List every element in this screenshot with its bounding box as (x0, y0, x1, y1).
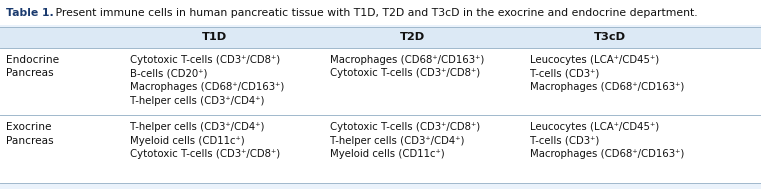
Text: T1D: T1D (202, 33, 228, 43)
Text: T2D: T2D (400, 33, 425, 43)
Text: Macrophages (CD68⁺/CD163⁺): Macrophages (CD68⁺/CD163⁺) (530, 82, 684, 92)
Text: Myeloid cells (CD11c⁺): Myeloid cells (CD11c⁺) (330, 149, 444, 159)
Text: Macrophages (CD68⁺/CD163⁺): Macrophages (CD68⁺/CD163⁺) (530, 149, 684, 159)
Text: T-cells (CD3⁺): T-cells (CD3⁺) (530, 68, 600, 78)
Text: Macrophages (CD68⁺/CD163⁺): Macrophages (CD68⁺/CD163⁺) (130, 82, 285, 92)
Text: T-helper cells (CD3⁺/CD4⁺): T-helper cells (CD3⁺/CD4⁺) (130, 95, 265, 105)
Bar (0, 183, 761, 189)
Text: B-cells (CD20⁺): B-cells (CD20⁺) (130, 68, 208, 78)
Bar (0, 0, 761, 25)
Text: Cytotoxic T-cells (CD3⁺/CD8⁺): Cytotoxic T-cells (CD3⁺/CD8⁺) (330, 122, 480, 132)
Text: Pancreas: Pancreas (6, 136, 53, 146)
Text: Macrophages (CD68⁺/CD163⁺): Macrophages (CD68⁺/CD163⁺) (330, 55, 484, 65)
Text: Pancreas: Pancreas (6, 68, 53, 78)
Text: Cytotoxic T-cells (CD3⁺/CD8⁺): Cytotoxic T-cells (CD3⁺/CD8⁺) (130, 149, 280, 159)
Text: Leucocytes (LCA⁺/CD45⁺): Leucocytes (LCA⁺/CD45⁺) (530, 122, 659, 132)
Text: Endocrine: Endocrine (6, 55, 59, 65)
Text: T3cD: T3cD (594, 33, 626, 43)
Text: T-helper cells (CD3⁺/CD4⁺): T-helper cells (CD3⁺/CD4⁺) (130, 122, 265, 132)
Text: Leucocytes (LCA⁺/CD45⁺): Leucocytes (LCA⁺/CD45⁺) (530, 55, 659, 65)
Text: Cytotoxic T-cells (CD3⁺/CD8⁺): Cytotoxic T-cells (CD3⁺/CD8⁺) (130, 55, 280, 65)
Text: T-helper cells (CD3⁺/CD4⁺): T-helper cells (CD3⁺/CD4⁺) (330, 136, 464, 146)
Text: T-cells (CD3⁺): T-cells (CD3⁺) (530, 136, 600, 146)
Bar (0, 27, 761, 48)
Text: Present immune cells in human pancreatic tissue with T1D, T2D and T3cD in the ex: Present immune cells in human pancreatic… (52, 8, 698, 18)
Text: Table 1.: Table 1. (6, 8, 54, 18)
Text: Myeloid cells (CD11c⁺): Myeloid cells (CD11c⁺) (130, 136, 245, 146)
Text: Cytotoxic T-cells (CD3⁺/CD8⁺): Cytotoxic T-cells (CD3⁺/CD8⁺) (330, 68, 480, 78)
Text: Exocrine: Exocrine (6, 122, 52, 132)
Bar (0, 48, 761, 183)
